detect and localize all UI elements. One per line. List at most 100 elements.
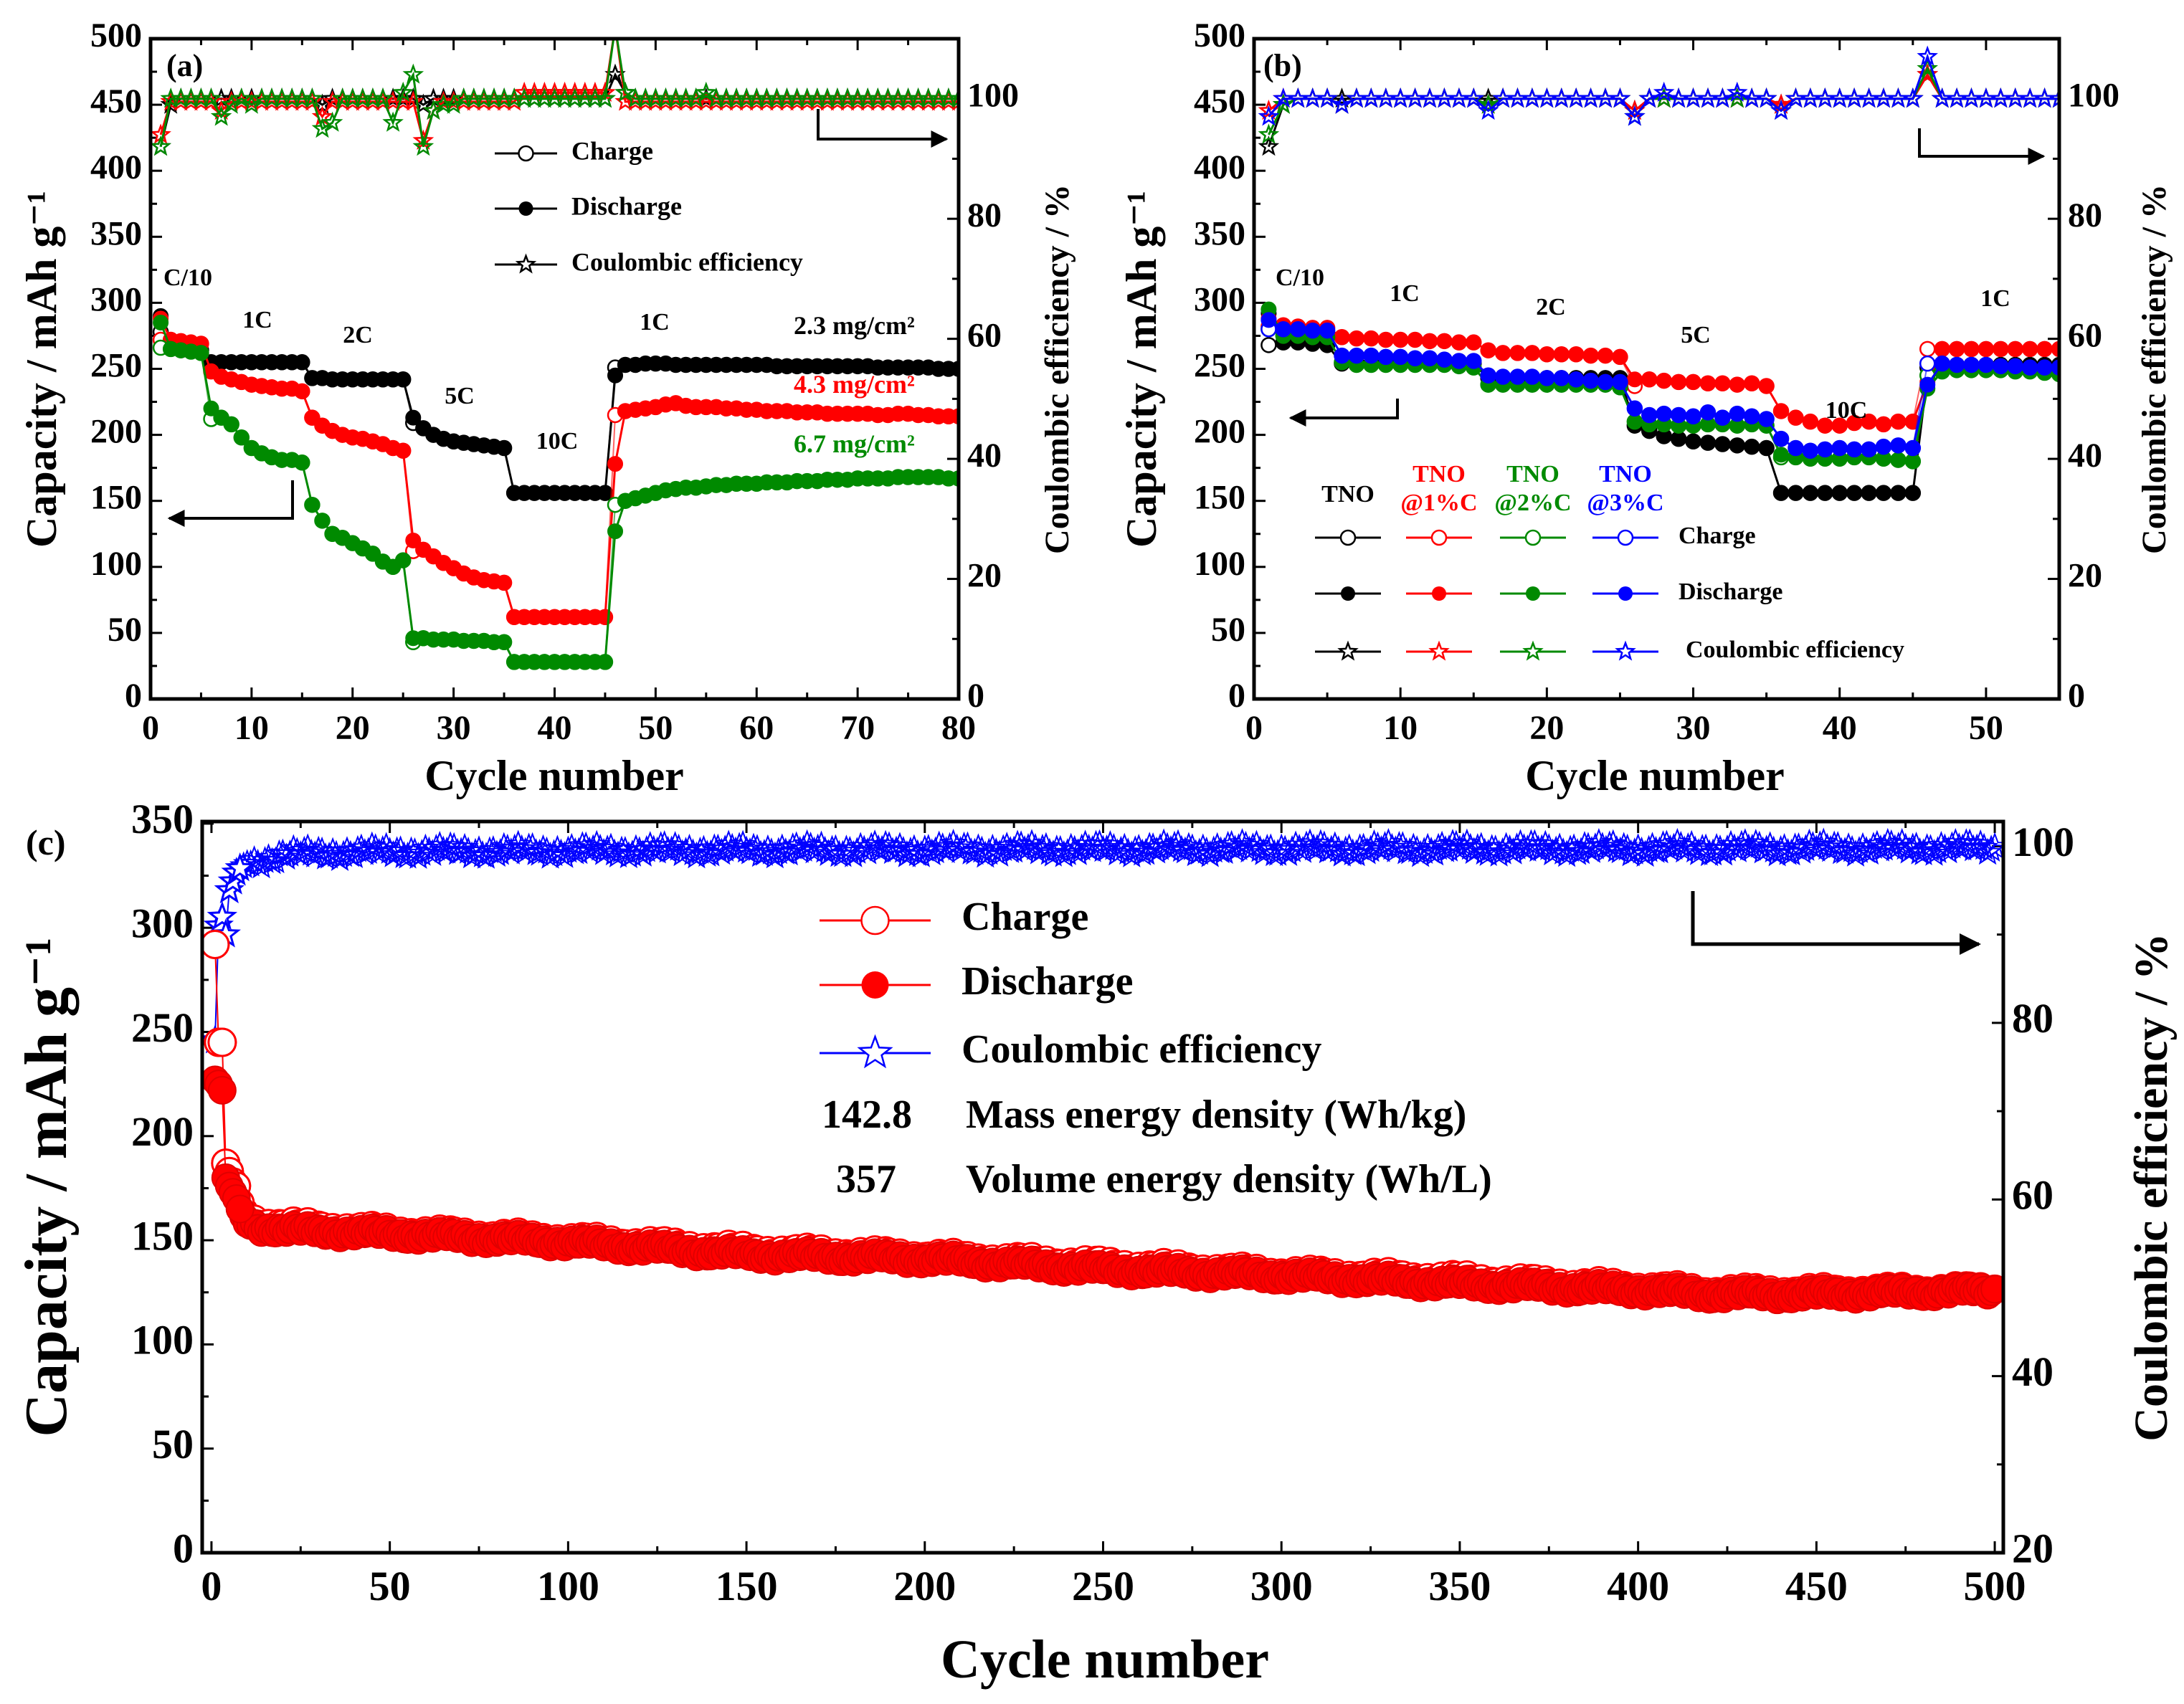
y-tick-label: 150 [90,479,142,517]
y2-axis-title-b: Coulombic efficiency / % [2135,184,2173,554]
discharge-point [1773,403,1790,419]
y-tick-label: 200 [90,413,142,451]
ce-point [1142,836,1171,864]
discharge-point [1875,485,1891,501]
discharge-point [1451,334,1467,351]
x-tick-label: 500 [1964,1563,2026,1609]
rate-label: C/10 [1276,265,1324,291]
y-tick-label: 250 [1194,347,1245,385]
x-tick-label: 200 [893,1563,956,1609]
legend-b-header-1pc: TNO [1413,461,1466,487]
rate-label: 1C [1980,285,2010,312]
ce-point [1838,834,1866,862]
ce-point [1762,839,1792,867]
ce-point [1980,832,2003,860]
discharge-point [2036,359,2053,376]
ce-point [1110,832,1139,860]
discharge-point [597,654,613,670]
discharge-point [1787,409,1804,426]
discharge-point [1729,406,1745,422]
ce-point [206,900,238,930]
plot-frame [200,819,2005,1555]
x-tick-label: 40 [1823,709,1857,747]
ce-point [1164,829,1192,857]
discharge-point [1744,375,1760,391]
discharge-point [1714,409,1731,426]
discharge-point [1980,1275,2003,1304]
y2-axis-title-c: Coulombic efficiency / % [2125,933,2178,1441]
discharge-point [1758,378,1775,394]
discharge-point [1612,348,1628,365]
discharge-point [1773,447,1790,463]
ce-point [1410,837,1439,865]
plot-frame [148,37,961,701]
ce-point [200,87,222,108]
discharge-point [1671,373,1687,390]
y2-tick-label: 100 [2012,819,2074,865]
filled-circle-marker-icon [518,201,533,216]
right-axis-arrow-icon-b [1918,128,2046,165]
star-marker-icon [1615,640,1636,661]
discharge-point [1949,341,1965,357]
discharge-point [1817,441,1833,457]
ce-point [594,87,616,108]
discharge-point [405,532,422,548]
discharge-point [1861,441,1877,457]
filled-circle-marker-icon [1341,586,1355,601]
x-tick-label: 50 [369,1563,411,1609]
discharge-point [1685,408,1701,424]
series-tno-3-c [1258,45,2059,459]
discharge-point [1377,331,1394,348]
right-axis-arrow-icon-a [817,109,949,148]
ce-point [953,831,982,859]
ce-point [412,135,435,156]
volume-energy-density-value: 357 [836,1157,896,1201]
discharge-point [1348,348,1364,364]
discharge-point [1480,342,1496,358]
ce-point [321,111,343,132]
legend-b-header-2pc-sub: @2%C [1494,490,1571,516]
legend-b-ce: Coulombic efficiency [1686,637,1904,663]
discharge-point [1553,346,1570,363]
ce-point [1456,832,1485,860]
legend-b-marker-discharge [1592,586,1658,601]
x-tick-label: 450 [1785,1563,1848,1609]
y-tick-label: 50 [1211,611,1245,649]
y-tick-label: 450 [90,82,142,120]
discharge-point [1978,356,1994,373]
series-discharge [202,1065,2003,1315]
discharge-point [1787,485,1804,501]
ce-point [268,838,298,866]
legend-a-charge: Charge [571,136,653,165]
ce-point [1585,827,1613,855]
legend-b-charge: Charge [1679,523,1756,549]
discharge-point [1699,375,1716,391]
discharge-point [607,456,624,472]
discharge-point [1875,439,1891,455]
discharge-point [1846,485,1863,501]
y-tick-label: 500 [1194,16,1245,54]
legend-b-marker-discharge [1315,586,1381,601]
discharge-point [1656,406,1672,422]
x-tick-label: 400 [1607,1563,1669,1609]
discharge-point [1495,368,1511,385]
chart-panel-b: 0 10 20 30 40 5005010015020025030035040045050… [1194,16,2119,747]
discharge-point [1275,321,1291,338]
discharge-point [1978,341,1994,357]
legend-a-marker-ce [495,253,557,274]
discharge-point [1685,373,1701,390]
discharge-point [1817,485,1833,501]
discharge-point [1890,437,1907,454]
y-tick-label: 100 [131,1317,194,1363]
discharge-point [2022,341,2038,357]
ce-point [1902,87,1924,108]
legend-b-header-3pc: TNO [1599,461,1652,487]
discharge-point [1626,414,1643,430]
legend-b-discharge: Discharge [1679,579,1782,605]
legend-a-ce: Coulombic efficiency [571,247,803,276]
ce-point [1274,839,1304,867]
y-tick-label: 200 [1194,413,1245,451]
discharge-point [1626,371,1643,388]
x-tick-label: 350 [1428,1563,1491,1609]
